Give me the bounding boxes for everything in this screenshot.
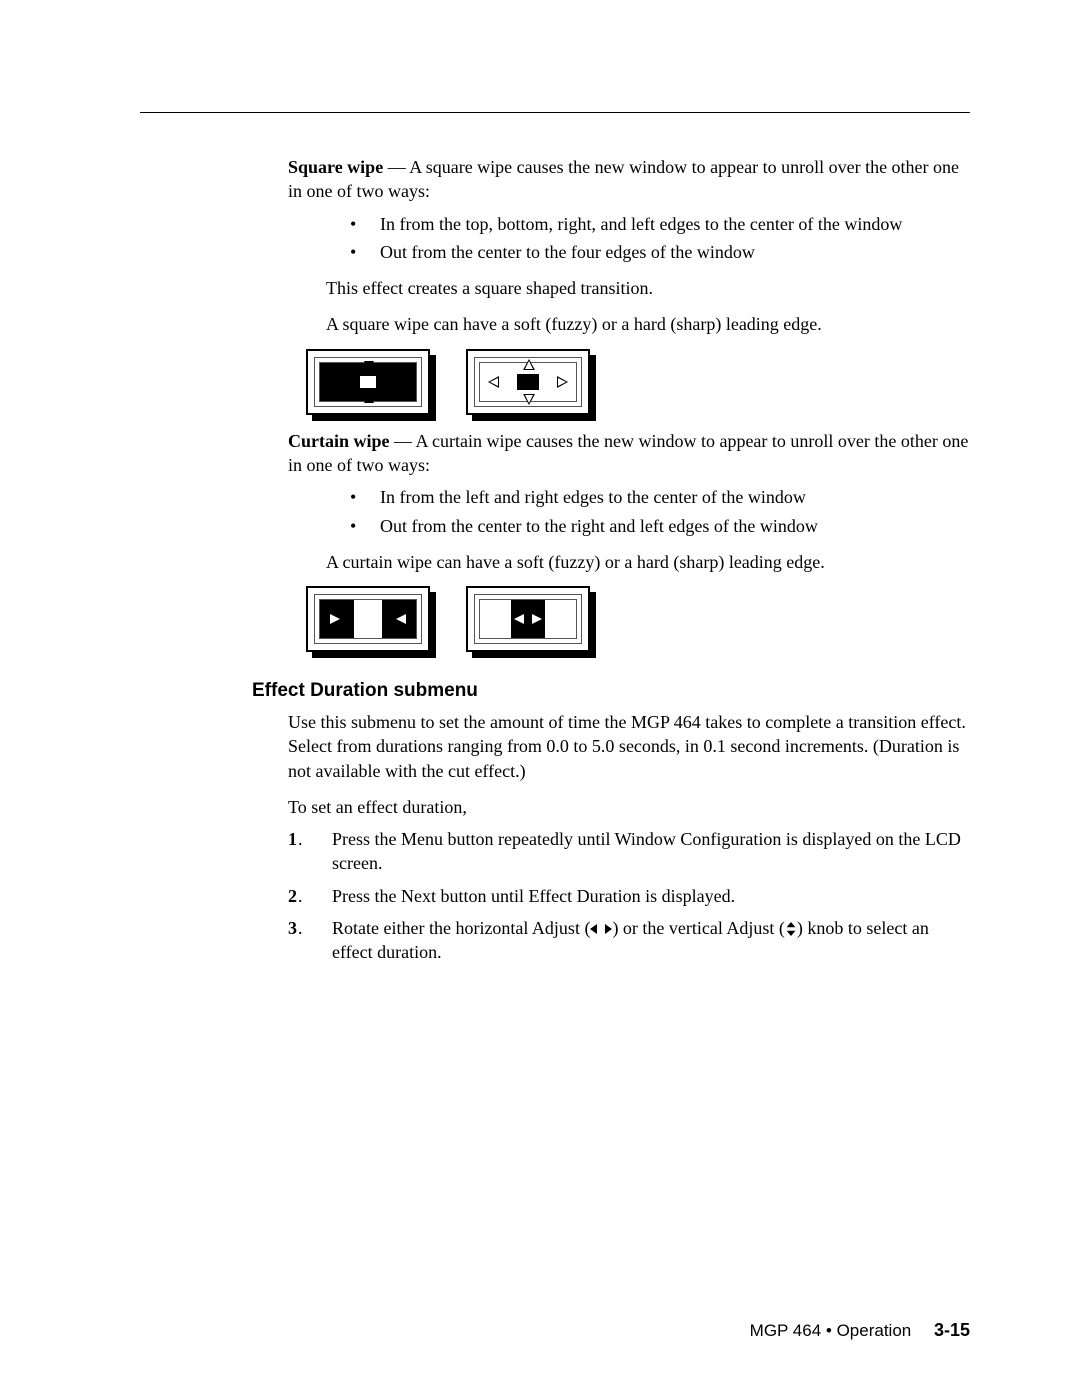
horiz-adjust-icon — [590, 922, 612, 936]
footer-title: MGP 464 • Operation — [750, 1321, 912, 1340]
top-rule — [140, 112, 970, 113]
square-wipe-para: Square wipe — A square wipe causes the n… — [288, 155, 970, 204]
square-wipe-out-icon — [466, 349, 590, 415]
square-wipe-term: Square wipe — [288, 157, 383, 177]
step3-pre: Rotate either the horizontal Adjust ( — [332, 918, 590, 938]
bullet-text: In from the top, bottom, right, and left… — [380, 214, 902, 234]
list-item: Out from the center to the four edges of… — [350, 240, 970, 264]
vert-adjust-icon — [785, 922, 797, 936]
square-wipe-desc: — A square wipe causes the new window to… — [288, 157, 959, 201]
body-column: Square wipe — A square wipe causes the n… — [288, 155, 970, 965]
effect-duration-p1: Use this submenu to set the amount of ti… — [288, 710, 970, 783]
square-wipe-after1: This effect creates a square shaped tran… — [288, 276, 970, 300]
curtain-wipe-figures — [306, 586, 970, 652]
effect-duration-p2: To set an effect duration, — [288, 795, 970, 819]
list-item: In from the top, bottom, right, and left… — [350, 212, 970, 236]
square-wipe-after2: A square wipe can have a soft (fuzzy) or… — [288, 312, 970, 336]
curtain-wipe-bullets: In from the left and right edges to the … — [288, 485, 970, 538]
bullet-text: In from the left and right edges to the … — [380, 487, 806, 507]
bullet-text: Out from the center to the four edges of… — [380, 242, 755, 262]
list-item: Out from the center to the right and lef… — [350, 514, 970, 538]
curtain-wipe-after1: A curtain wipe can have a soft (fuzzy) o… — [288, 550, 970, 574]
square-wipe-in-icon — [306, 349, 430, 415]
page-footer: MGP 464 • Operation 3-15 — [750, 1320, 970, 1341]
curtain-wipe-desc: — A curtain wipe causes the new window t… — [288, 431, 968, 475]
page: Square wipe — A square wipe causes the n… — [0, 0, 1080, 1397]
list-item: . Rotate either the horizontal Adjust ()… — [288, 916, 970, 965]
step3-mid: ) or the vertical Adjust ( — [612, 918, 784, 938]
curtain-wipe-term: Curtain wipe — [288, 431, 390, 451]
curtain-wipe-in-icon — [306, 586, 430, 652]
square-wipe-figures — [306, 349, 970, 415]
footer-page-number: 3-15 — [934, 1320, 970, 1340]
square-wipe-bullets: In from the top, bottom, right, and left… — [288, 212, 970, 265]
step-text: Press the Menu button repeatedly until W… — [332, 829, 961, 873]
curtain-wipe-out-icon — [466, 586, 590, 652]
effect-duration-steps: .Press the Menu button repeatedly until … — [288, 827, 970, 964]
curtain-wipe-para: Curtain wipe — A curtain wipe causes the… — [288, 429, 970, 478]
step-text: Press the Next button until Effect Durat… — [332, 886, 735, 906]
bullet-text: Out from the center to the right and lef… — [380, 516, 818, 536]
list-item: .Press the Menu button repeatedly until … — [288, 827, 970, 876]
list-item: In from the left and right edges to the … — [350, 485, 970, 509]
list-item: .Press the Next button until Effect Dura… — [288, 884, 970, 908]
effect-duration-heading: Effect Duration submenu — [252, 678, 970, 704]
